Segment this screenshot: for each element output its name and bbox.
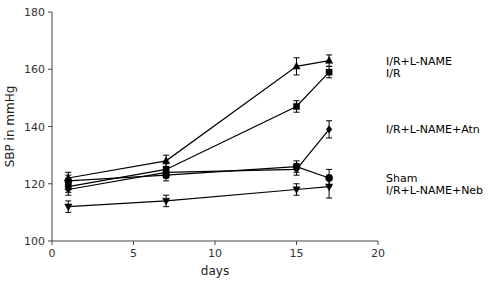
error-bar: [294, 164, 300, 175]
x-tick: [296, 241, 297, 245]
series-line: [68, 167, 329, 181]
series: [65, 121, 332, 195]
series-line: [68, 129, 329, 189]
x-axis-label: days: [201, 264, 229, 278]
error-bar: [326, 121, 332, 138]
y-tick-label: 100: [24, 235, 45, 248]
y-tick: [48, 12, 52, 13]
point-marker: [326, 69, 332, 75]
error-bar: [294, 58, 300, 75]
series-line: [68, 187, 329, 207]
point-marker: [163, 157, 170, 164]
y-tick-label: 160: [24, 63, 45, 76]
x-tick: [52, 241, 53, 245]
x-tick-label: 15: [290, 247, 304, 260]
y-tick-label: 120: [24, 178, 45, 191]
error-bar: [326, 66, 332, 77]
error-bar: [65, 201, 71, 212]
error-bar: [294, 101, 300, 112]
series-label: I/R+L-NAME+Atn: [386, 123, 480, 136]
x-tick: [378, 241, 379, 245]
error-bar: [326, 55, 332, 66]
point-marker: [65, 184, 71, 190]
y-tick: [48, 241, 52, 242]
y-tick: [48, 126, 52, 127]
y-tick: [48, 69, 52, 70]
point-marker: [326, 126, 332, 133]
point-marker: [163, 166, 169, 172]
series-line: [68, 61, 329, 178]
y-tick-label: 180: [24, 6, 45, 19]
x-tick-label: 10: [208, 247, 222, 260]
x-tick-label: 0: [49, 247, 56, 260]
series: [65, 55, 333, 184]
point-marker: [293, 103, 299, 109]
error-bar: [163, 167, 169, 178]
error-bar: [294, 184, 300, 195]
error-bar: [326, 169, 332, 186]
error-bar: [163, 155, 169, 166]
error-bar: [163, 195, 169, 206]
point-marker: [293, 62, 300, 69]
x-tick-label: 5: [130, 247, 137, 260]
y-tick-label: 140: [24, 121, 45, 134]
series-label: I/R: [386, 67, 401, 80]
point-marker: [163, 198, 170, 205]
x-tick: [215, 241, 216, 245]
error-bar: [65, 184, 71, 195]
series-label: I/R+L-NAME+Neb: [386, 184, 483, 197]
point-marker: [326, 174, 333, 181]
series-line: [68, 72, 329, 187]
error-bar: [65, 172, 71, 183]
point-marker: [65, 174, 72, 181]
point-marker: [65, 204, 72, 211]
point-marker: [294, 166, 300, 173]
y-axis-label: SBP in mmHg: [3, 86, 17, 168]
chart: 0 5 10 15 20 100 120 140 160 180 days SBP in mmHg I/…: [0, 0, 500, 283]
x-tick-label: 20: [371, 247, 385, 260]
series: [65, 66, 332, 192]
point-marker: [293, 187, 300, 194]
x-tick: [133, 241, 134, 245]
y-tick: [48, 183, 52, 184]
plot-area: [65, 55, 333, 212]
chart-container: 0 5 10 15 20 100 120 140 160 180 days SBP in mmHg I/…: [0, 0, 500, 283]
point-marker: [326, 57, 333, 64]
